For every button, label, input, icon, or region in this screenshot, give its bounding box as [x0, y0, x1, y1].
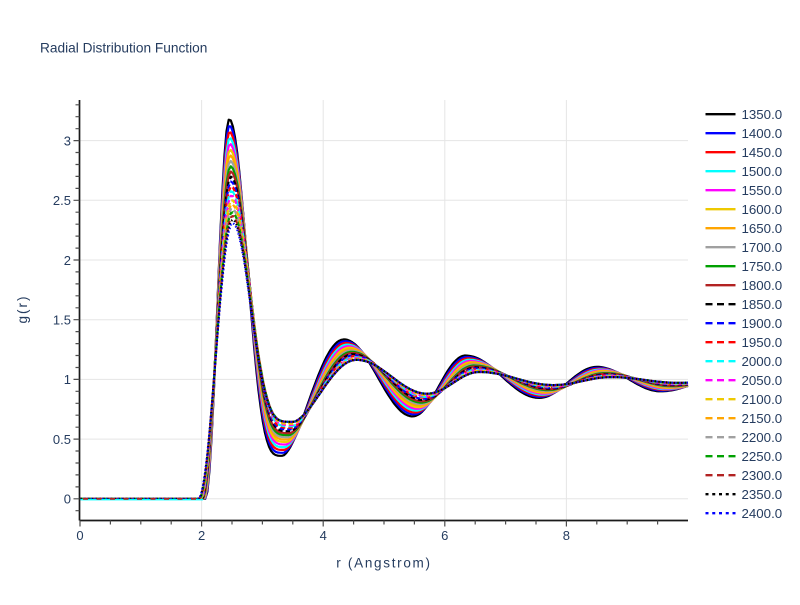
svg-text:1650.0: 1650.0	[742, 221, 783, 236]
svg-text:1: 1	[64, 372, 71, 387]
svg-text:1800.0: 1800.0	[742, 278, 783, 293]
svg-text:4: 4	[320, 528, 327, 543]
svg-text:2200.0: 2200.0	[742, 430, 783, 445]
svg-text:2050.0: 2050.0	[742, 373, 783, 388]
svg-text:0: 0	[76, 528, 83, 543]
svg-text:8: 8	[563, 528, 570, 543]
svg-text:2300.0: 2300.0	[742, 468, 783, 483]
svg-text:0: 0	[64, 492, 71, 507]
svg-text:1550.0: 1550.0	[742, 183, 783, 198]
svg-text:1850.0: 1850.0	[742, 297, 783, 312]
svg-text:0.5: 0.5	[53, 432, 71, 447]
svg-text:2100.0: 2100.0	[742, 392, 783, 407]
svg-text:Radial Distribution Function: Radial Distribution Function	[40, 41, 207, 56]
svg-text:1900.0: 1900.0	[742, 316, 783, 331]
svg-text:6: 6	[441, 528, 448, 543]
svg-text:2.5: 2.5	[53, 193, 71, 208]
svg-text:1.5: 1.5	[53, 313, 71, 328]
svg-text:1750.0: 1750.0	[742, 259, 783, 274]
svg-text:1600.0: 1600.0	[742, 202, 783, 217]
svg-text:2400.0: 2400.0	[742, 506, 783, 521]
svg-text:g(r): g(r)	[15, 295, 30, 324]
svg-text:2000.0: 2000.0	[742, 354, 783, 369]
svg-text:2: 2	[198, 528, 205, 543]
svg-text:1700.0: 1700.0	[742, 240, 783, 255]
svg-text:3: 3	[64, 133, 71, 148]
svg-text:1450.0: 1450.0	[742, 145, 783, 160]
svg-text:1950.0: 1950.0	[742, 335, 783, 350]
svg-text:2: 2	[64, 253, 71, 268]
svg-text:r (Angstrom): r (Angstrom)	[336, 556, 431, 571]
svg-text:2250.0: 2250.0	[742, 449, 783, 464]
svg-text:2150.0: 2150.0	[742, 411, 783, 426]
svg-text:1400.0: 1400.0	[742, 126, 783, 141]
svg-text:1500.0: 1500.0	[742, 164, 783, 179]
svg-text:2350.0: 2350.0	[742, 487, 783, 502]
svg-text:1350.0: 1350.0	[742, 107, 783, 122]
